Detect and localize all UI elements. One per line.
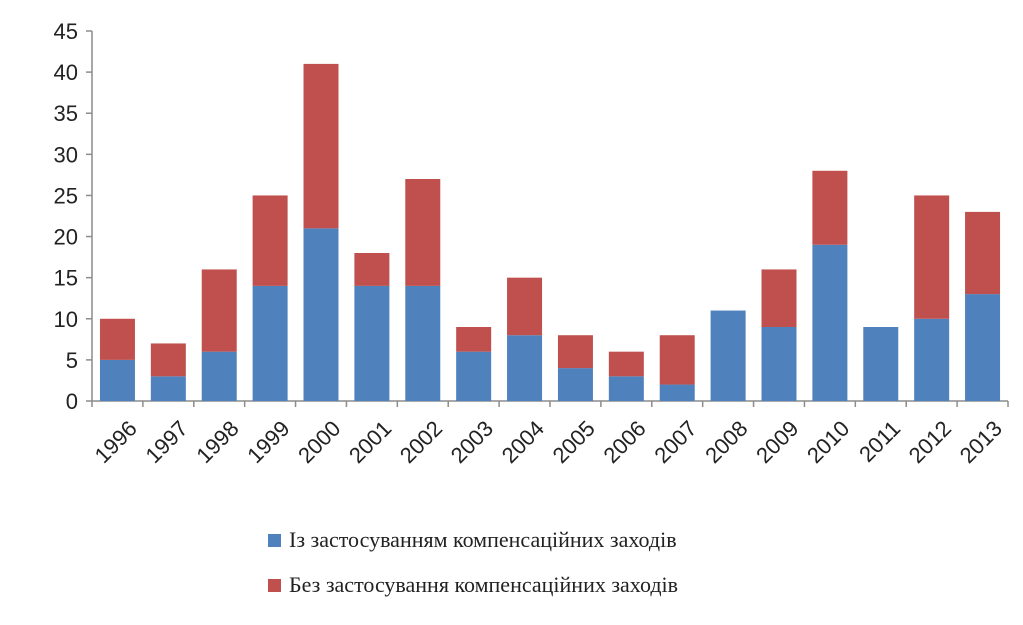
bars — [99, 63, 1001, 401]
bar-without-measures — [608, 351, 644, 377]
bar-without-measures — [812, 170, 848, 245]
legend-swatch — [268, 534, 281, 547]
bar-without-measures — [252, 195, 288, 286]
x-tick-label: 2001 — [344, 416, 396, 468]
bar-with-measures — [201, 351, 237, 401]
bar-without-measures — [659, 335, 695, 385]
bar-with-measures — [405, 285, 441, 401]
legend-label: Без застосування компенсаційних заходів — [289, 572, 678, 597]
y-axis: 0 5 10 15 20 25 30 35 40 45 — [54, 19, 93, 414]
x-tick-label: 2002 — [395, 416, 447, 468]
bar-with-measures — [608, 376, 644, 401]
bar-without-measures — [914, 195, 950, 319]
bar-without-measures — [303, 63, 339, 229]
y-tick-label: 30 — [54, 142, 78, 167]
x-tick-label: 1999 — [242, 416, 294, 468]
bar-with-measures — [659, 384, 695, 401]
bar-without-measures — [354, 253, 390, 286]
bar-with-measures — [252, 285, 288, 401]
legend-label: Із застосуванням компенсаційних заходів — [289, 527, 677, 552]
x-tick-label: 2009 — [751, 416, 803, 468]
bar-without-measures — [150, 343, 186, 377]
x-tick-label: 2003 — [446, 416, 498, 468]
bar-with-measures — [99, 359, 135, 401]
x-tick-label: 2008 — [700, 416, 752, 468]
bar-without-measures — [507, 277, 543, 336]
bar-with-measures — [761, 327, 797, 401]
bar-with-measures — [150, 376, 186, 401]
y-tick-label: 25 — [54, 183, 78, 208]
bar-with-measures — [456, 351, 492, 401]
bar-without-measures — [99, 318, 135, 360]
x-tick-label: 2013 — [955, 416, 1007, 468]
bar-with-measures — [863, 327, 899, 401]
x-tick-label: 2011 — [854, 416, 905, 467]
x-tick-label: 2010 — [802, 416, 854, 468]
y-tick-label: 20 — [54, 225, 78, 250]
x-tick-label: 2006 — [598, 416, 650, 468]
bar-without-measures — [557, 335, 593, 369]
bar-with-measures — [812, 244, 848, 401]
legend: Із застосуванням компенсаційних заходів Б… — [268, 527, 678, 597]
bar-with-measures — [303, 228, 339, 401]
bar-without-measures — [201, 269, 237, 352]
y-tick-label: 5 — [66, 348, 78, 373]
x-tick-label: 2005 — [548, 416, 600, 468]
bar-with-measures — [965, 294, 1001, 401]
x-tick-label: 1998 — [191, 416, 243, 468]
bar-with-measures — [557, 368, 593, 401]
bar-with-measures — [710, 310, 746, 401]
x-tick-label: 2012 — [904, 416, 956, 468]
y-tick-label: 40 — [54, 60, 78, 85]
y-tick-label: 10 — [54, 307, 78, 332]
y-tick-label: 15 — [54, 266, 78, 291]
x-tick-label: 1997 — [140, 416, 192, 468]
bar-without-measures — [456, 327, 492, 352]
bar-with-measures — [354, 285, 390, 401]
y-tick-label: 45 — [54, 19, 78, 44]
bar-with-measures — [507, 335, 543, 401]
legend-swatch — [268, 579, 281, 592]
bar-without-measures — [405, 179, 441, 286]
bar-without-measures — [761, 269, 797, 327]
y-tick-label: 0 — [66, 389, 78, 414]
bar-without-measures — [965, 211, 1001, 295]
x-axis: 1996199719981999200020012002200320042005… — [90, 400, 1009, 468]
x-tick-label: 2007 — [649, 416, 701, 468]
y-tick-label: 35 — [54, 101, 78, 126]
bar-with-measures — [914, 318, 950, 401]
x-tick-label: 2000 — [293, 416, 345, 468]
x-tick-label: 2004 — [497, 416, 549, 468]
x-tick-label: 1996 — [90, 416, 142, 468]
